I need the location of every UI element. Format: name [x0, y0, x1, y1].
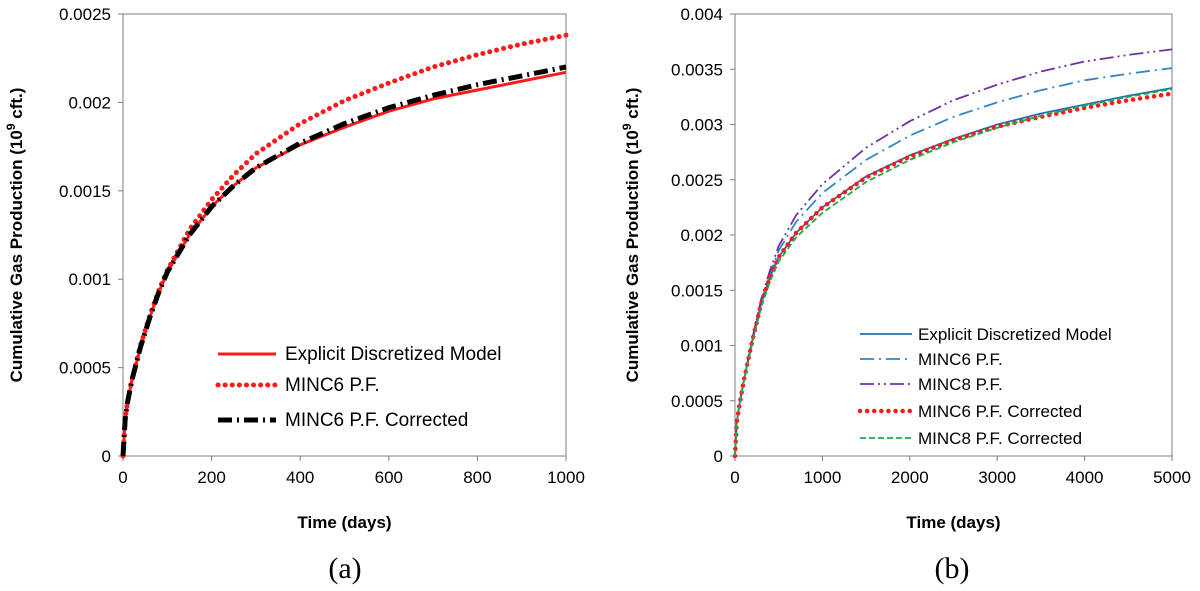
x-tick-label: 3000	[978, 468, 1016, 487]
series-line-2	[120, 32, 569, 459]
y-axis-label: Cumulative Gas Production (109 cft.)	[4, 88, 26, 383]
y-tick-label: 0.004	[680, 5, 723, 24]
y-tick-label: 0.0035	[671, 60, 723, 79]
x-tick-label: 600	[375, 468, 403, 487]
legend-label: MINC6 P.F. Corrected	[918, 402, 1082, 421]
x-tick-label: 800	[463, 468, 491, 487]
y-tick-label: 0.001	[68, 270, 111, 289]
chart-b: 0 0.0005 0.001 0.0015 0.002 0.0025 0.003 0.0035…	[620, 5, 1191, 585]
y-tick-label: 0.003	[680, 116, 723, 135]
x-axis-label: Time (days)	[906, 513, 1000, 532]
x-tick-label: 1000	[803, 468, 841, 487]
x-tick-label: 0	[118, 468, 127, 487]
y-tick-label: 0.0025	[671, 171, 723, 190]
chart-a: 0 0.0005 0.001 0.0015 0.002 0.0025 0 200 400 600 8…	[4, 5, 585, 585]
legend-label: Explicit Discretized Model	[285, 344, 501, 365]
chart-caption: (b)	[935, 552, 970, 585]
legend-label: MINC6 P.F. Corrected	[285, 410, 468, 431]
x-tick-label: 400	[286, 468, 314, 487]
legend-label: MINC8 P.F. Corrected	[918, 429, 1082, 448]
y-tick-label: 0.0025	[59, 5, 111, 24]
series-line-3	[120, 64, 567, 457]
x-tick-label: 5000	[1153, 468, 1191, 487]
series-line-1	[121, 70, 567, 457]
y-tick-label: 0.0005	[59, 359, 111, 378]
legend-label: MINC8 P.F.	[918, 375, 1003, 394]
y-tick-label: 0.0015	[671, 281, 723, 300]
legend-label: Explicit Discretized Model	[918, 325, 1112, 344]
series-line-5	[734, 88, 1173, 457]
chart-caption: (a)	[328, 552, 361, 585]
y-axis-label: Cumulative Gas Production (109 cft.)	[620, 88, 642, 383]
y-tick-label: 0	[714, 447, 723, 466]
legend-label: MINC6 P.F.	[285, 375, 380, 396]
series-line-2	[734, 67, 1173, 457]
x-tick-label: 4000	[1066, 468, 1104, 487]
legend-label: MINC6 P.F.	[918, 350, 1003, 369]
y-tick-label: 0.0015	[59, 182, 111, 201]
y-tick-label: 0.002	[680, 226, 723, 245]
series-line-3	[734, 48, 1173, 457]
x-tick-label: 0	[730, 468, 739, 487]
x-tick-label: 2000	[891, 468, 929, 487]
y-tick-label: 0.0005	[671, 392, 723, 411]
series-line-1	[734, 87, 1173, 457]
y-tick-label: 0.002	[68, 93, 111, 112]
x-tick-label: 1000	[547, 468, 585, 487]
x-axis-label: Time (days)	[297, 513, 391, 532]
y-tick-label: 0	[102, 447, 111, 466]
y-tick-label: 0.001	[680, 337, 723, 356]
plot-area	[122, 13, 567, 457]
x-tick-label: 200	[197, 468, 225, 487]
series-line-4	[732, 91, 1175, 459]
